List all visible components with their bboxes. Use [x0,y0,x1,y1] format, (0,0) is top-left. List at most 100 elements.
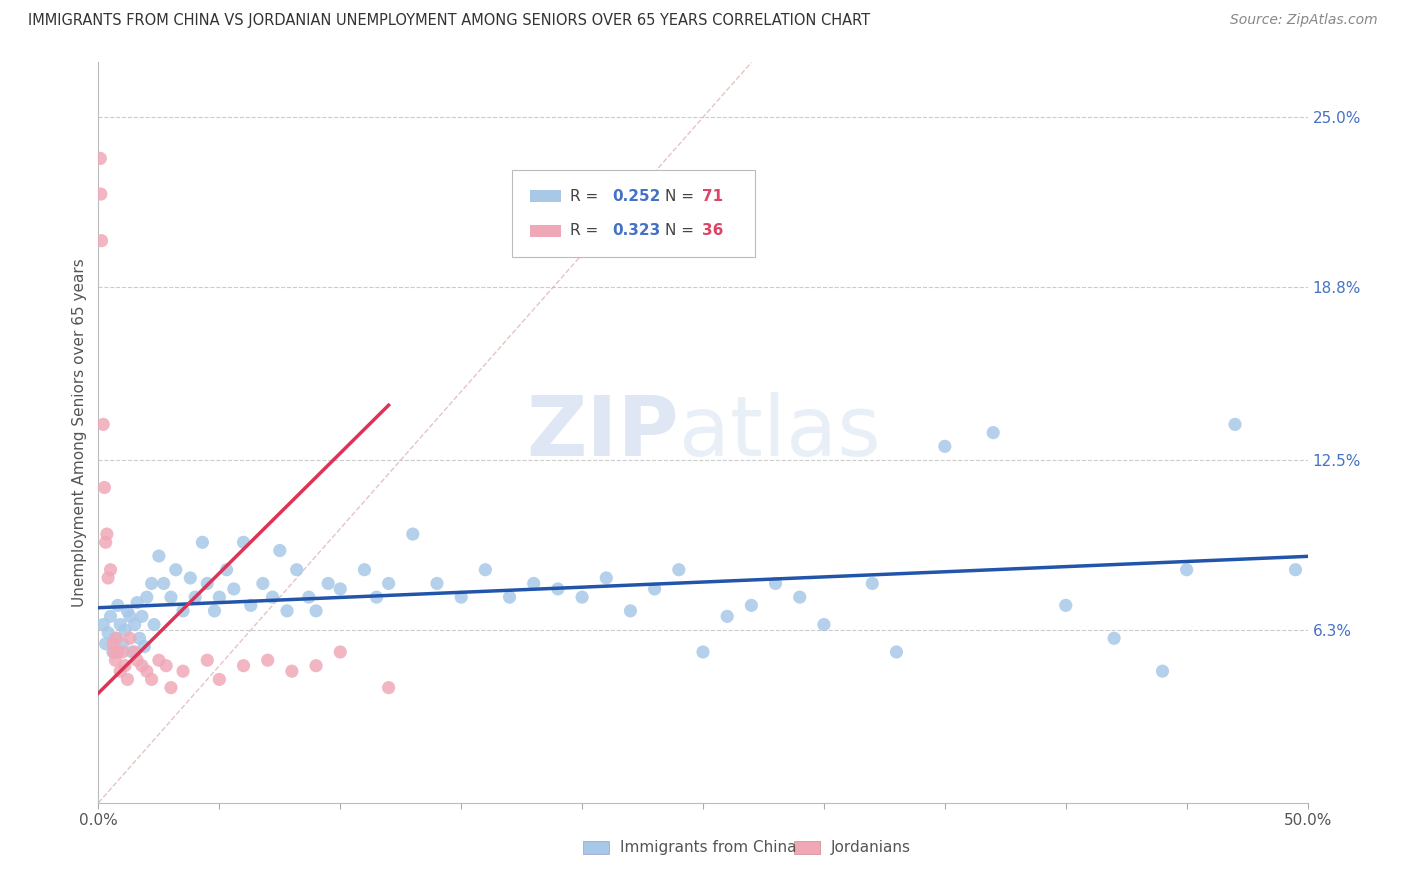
Point [353,563,375,577]
Text: atlas: atlas [679,392,880,473]
Text: N =: N = [665,188,699,203]
Point [131,658,153,673]
Point [329,645,352,659]
Point [204,604,226,618]
Point [426,576,449,591]
Point [165,563,187,577]
Point [1102,632,1125,646]
Point [135,590,157,604]
Point [860,576,883,591]
Point [117,604,139,618]
Point [127,596,149,610]
Point [1054,599,1077,613]
Point [498,590,520,604]
Point [100,609,122,624]
Point [104,632,127,646]
Text: IMMIGRANTS FROM CHINA VS JORDANIAN UNEMPLOYMENT AMONG SENIORS OVER 65 YEARS CORR: IMMIGRANTS FROM CHINA VS JORDANIAN UNEMP… [28,13,870,29]
Point [141,673,163,687]
Point [523,576,546,591]
Point [1284,563,1306,577]
Point [114,623,136,637]
Point [135,664,157,678]
Point [215,563,238,577]
Point [97,571,120,585]
Point [118,632,141,646]
Point [94,637,117,651]
Point [1175,563,1198,577]
Point [316,576,339,591]
Point [208,590,231,604]
Point [108,664,131,678]
Point [813,617,835,632]
Point [90,234,112,248]
Point [117,673,139,687]
Point [619,604,641,618]
Point [107,599,129,613]
Text: Immigrants from China: Immigrants from China [620,840,797,855]
Point [111,637,134,651]
Point [1223,417,1246,432]
Point [195,653,218,667]
Text: Source: ZipAtlas.com: Source: ZipAtlas.com [1230,13,1378,28]
Point [886,645,908,659]
Point [101,645,124,659]
Point [107,645,129,659]
Point [377,681,399,695]
Point [94,535,117,549]
Point [256,653,278,667]
Point [131,609,153,624]
Point [305,604,328,618]
Point [128,632,150,646]
Point [155,658,177,673]
Point [547,582,569,596]
Point [285,563,308,577]
Point [269,543,291,558]
Point [118,609,141,624]
Point [148,549,170,563]
Point [134,640,156,654]
Point [143,617,166,632]
Point [232,535,254,549]
Point [148,653,170,667]
Point [124,645,146,659]
Point [152,576,174,591]
Point [402,527,425,541]
Point [298,590,321,604]
Point [124,617,146,632]
Point [179,571,201,585]
Point [208,673,231,687]
Text: 36: 36 [702,223,723,238]
Point [692,645,714,659]
Text: R =: R = [569,223,603,238]
Point [740,599,762,613]
Point [281,664,304,678]
Point [595,571,617,585]
Point [450,590,472,604]
Y-axis label: Unemployment Among Seniors over 65 years: Unemployment Among Seniors over 65 years [72,259,87,607]
Point [91,617,114,632]
Point [276,604,298,618]
Point [765,576,787,591]
Point [103,645,125,659]
Text: N =: N = [665,223,699,238]
Text: 71: 71 [702,188,723,203]
Point [262,590,284,604]
Text: Jordanians: Jordanians [831,840,911,855]
Point [105,632,128,646]
Point [104,653,127,667]
Text: R =: R = [569,188,603,203]
Point [172,604,194,618]
Point [571,590,593,604]
Point [239,599,262,613]
Point [141,576,163,591]
Point [191,535,214,549]
Point [172,664,194,678]
Text: ZIP: ZIP [526,392,679,473]
Point [789,590,811,604]
Point [101,637,124,651]
Text: 0.252: 0.252 [612,188,661,203]
Point [97,625,120,640]
Point [93,480,115,494]
Point [644,582,666,596]
Point [934,439,956,453]
